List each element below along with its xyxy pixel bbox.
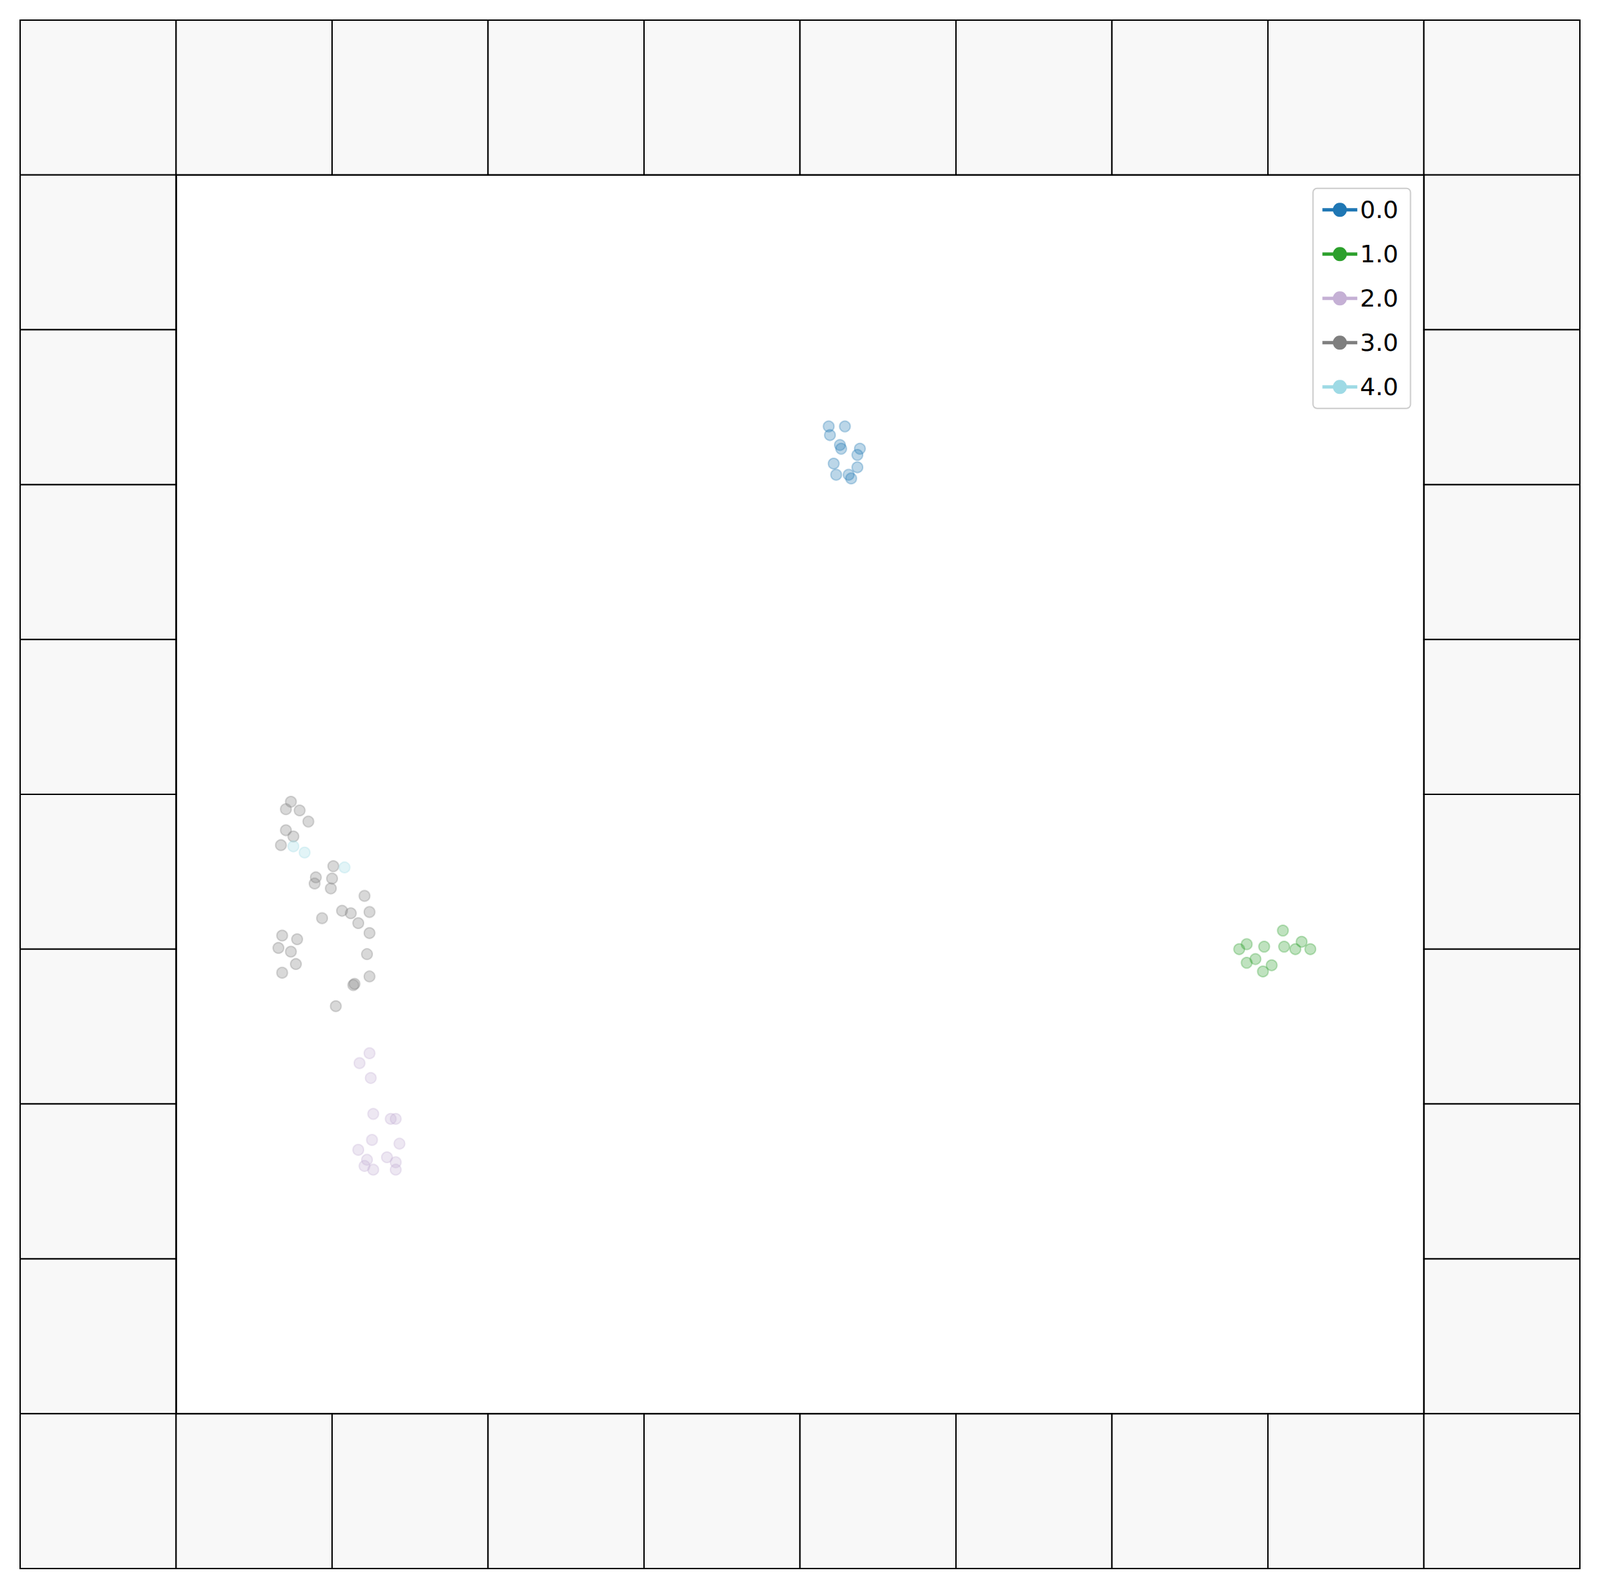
svg-text:4.0: 4.0 xyxy=(1359,372,1399,401)
svg-text:3.0: 3.0 xyxy=(1359,328,1399,357)
svg-text:1.0: 1.0 xyxy=(1359,240,1399,268)
svg-text:0.0: 0.0 xyxy=(1359,195,1399,224)
svg-text:2.0: 2.0 xyxy=(1359,284,1399,312)
